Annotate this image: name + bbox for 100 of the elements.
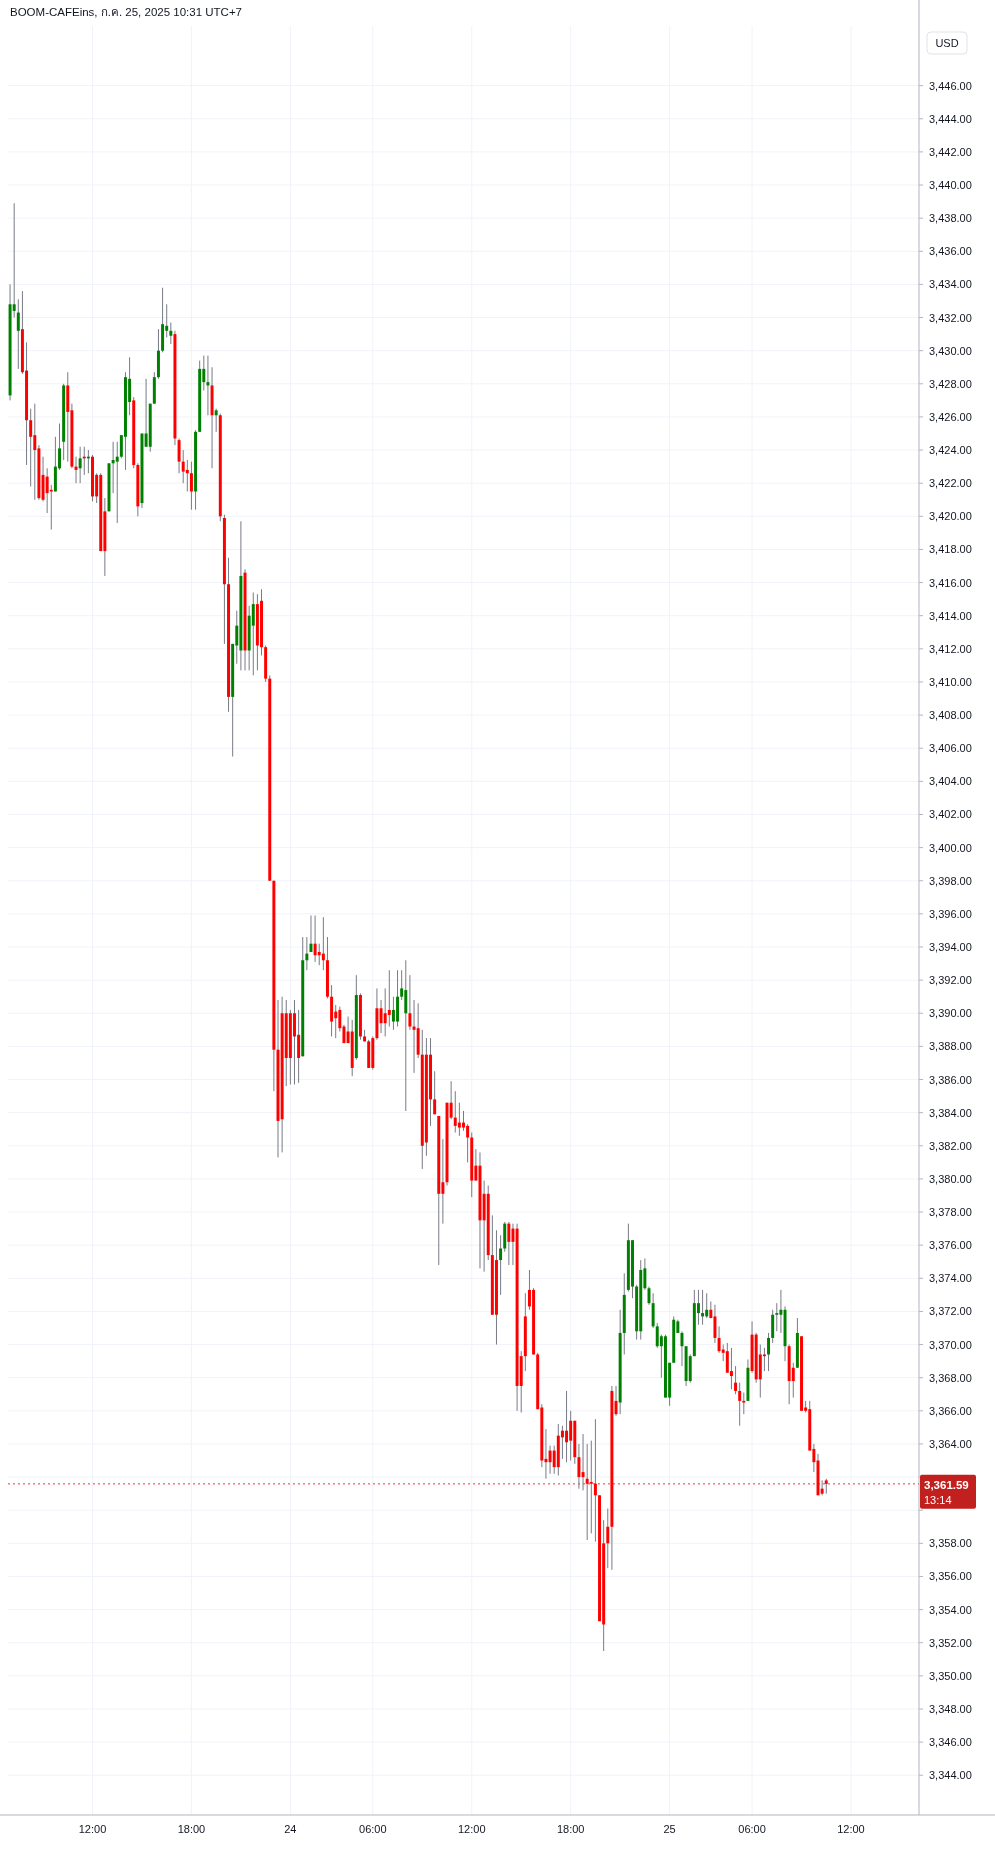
candlestick	[251, 592, 255, 676]
y-tick-label: 3,350.00	[929, 1669, 972, 1682]
candlestick	[404, 959, 408, 1112]
candlestick	[387, 969, 391, 1028]
y-tick-label: 3,376.00	[929, 1239, 972, 1252]
candlestick	[651, 1292, 655, 1329]
y-tick-label: 3,366.00	[929, 1404, 972, 1417]
y-tick-label: 3,422.00	[929, 477, 972, 490]
candlestick	[78, 446, 82, 484]
candlestick	[189, 461, 193, 511]
y-tick-label: 3,420.00	[929, 510, 972, 523]
y-tick-label: 3,440.00	[929, 179, 972, 192]
y-tick-label: 3,386.00	[929, 1073, 972, 1086]
candlestick	[729, 1347, 733, 1390]
y-tick-label: 3,346.00	[929, 1736, 972, 1749]
candlestick	[680, 1330, 684, 1367]
candlestick	[185, 459, 189, 492]
y-tick-label: 3,368.00	[929, 1371, 972, 1384]
candlestick	[181, 449, 185, 484]
text: 13:14	[924, 1493, 952, 1506]
candlestick	[321, 916, 325, 971]
y-tick-label: 3,398.00	[929, 874, 972, 887]
y-tick-label: 3,374.00	[929, 1272, 972, 1285]
y-tick-label: 3,402.00	[929, 808, 972, 821]
y-tick-label: 3,384.00	[929, 1106, 972, 1119]
y-tick-label: 3,424.00	[929, 444, 972, 457]
candlestick	[457, 1102, 461, 1137]
candlestick	[408, 974, 412, 1031]
candlestick	[775, 1302, 779, 1332]
x-tick-label: 12:00	[837, 1823, 865, 1835]
x-tick-label: 06:00	[359, 1823, 387, 1835]
candlestick	[820, 1479, 824, 1496]
y-tick-label: 3,348.00	[929, 1702, 972, 1715]
y-tick-label: 3,418.00	[929, 543, 972, 556]
y-tick-label: 3,392.00	[929, 974, 972, 987]
candlestick	[466, 1123, 470, 1163]
candlestick	[705, 1292, 709, 1319]
candlestick	[144, 378, 148, 448]
y-tick-label: 3,410.00	[929, 675, 972, 688]
candlestick	[507, 1221, 511, 1266]
candlestick	[779, 1289, 783, 1334]
candlestick	[169, 322, 173, 345]
y-tick-label: 3,406.00	[929, 742, 972, 755]
y-tick-label: 3,416.00	[929, 576, 972, 589]
candlestick	[585, 1443, 589, 1541]
y-tick-label: 3,380.00	[929, 1172, 972, 1185]
y-tick-label: 3,430.00	[929, 344, 972, 357]
candlestick	[577, 1443, 581, 1490]
candlestick	[593, 1418, 597, 1543]
candlestick	[433, 1070, 437, 1115]
y-tick-label: 3,382.00	[929, 1139, 972, 1152]
y-tick-label: 3,388.00	[929, 1040, 972, 1053]
candlestick	[383, 987, 387, 1037]
candlestick	[305, 936, 309, 971]
y-tick-label: 3,372.00	[929, 1305, 972, 1318]
y-tick-label: 3,432.00	[929, 311, 972, 324]
y-tick-label: 3,426.00	[929, 410, 972, 423]
candlestick	[589, 1440, 593, 1534]
candlestick	[453, 1090, 457, 1134]
y-tick-label: 3,414.00	[929, 609, 972, 622]
y-tick-label: 3,364.00	[929, 1437, 972, 1450]
y-tick-label: 3,400.00	[929, 841, 972, 854]
candlestick	[713, 1304, 717, 1344]
candlestick	[717, 1325, 721, 1354]
y-tick-label: 3,394.00	[929, 941, 972, 953]
candlestick	[771, 1309, 775, 1344]
candlestick	[16, 298, 20, 370]
x-tick-label: 18:00	[177, 1823, 206, 1835]
x-tick-label: 25	[663, 1823, 676, 1835]
candlestick	[177, 437, 181, 474]
y-tick-label: 3,344.00	[929, 1769, 972, 1782]
candlestick	[499, 1234, 503, 1296]
candlestick	[317, 943, 321, 966]
candlestick	[767, 1332, 771, 1372]
candlestick	[565, 1390, 569, 1463]
y-tick-label: 3,354.00	[929, 1603, 972, 1616]
y-tick-label: 3,446.00	[929, 79, 972, 92]
candlestick	[606, 1508, 610, 1569]
y-tick-label: 3,356.00	[929, 1570, 972, 1583]
ref-line-label: 3,361.59	[924, 1478, 969, 1491]
candlestick	[297, 1009, 301, 1084]
candlestick	[449, 1080, 453, 1120]
candlestick	[548, 1445, 552, 1475]
candlestick	[738, 1382, 742, 1427]
candlestick	[701, 1289, 705, 1326]
y-tick-label: 3,404.00	[929, 775, 972, 788]
y-tick-label: 3,434.00	[929, 278, 972, 291]
candlestick	[412, 999, 416, 1074]
candlestick	[511, 1223, 515, 1266]
y-tick-label: 3,378.00	[929, 1206, 972, 1219]
chart-title: BOOM-CAFEins, ก.ค. 25, 2025 10:31 UTC+7	[10, 6, 242, 18]
y-tick-label: 3,412.00	[929, 642, 972, 655]
candlestick	[742, 1392, 746, 1415]
y-tick-label: 3,436.00	[929, 245, 972, 258]
y-tick-label: 3,442.00	[929, 145, 972, 158]
candlestick	[115, 441, 119, 524]
candlestick	[293, 999, 296, 1085]
y-tick-label: 3,370.00	[929, 1338, 972, 1351]
x-tick-label: 18:00	[556, 1823, 585, 1835]
candlestick	[655, 1322, 659, 1349]
